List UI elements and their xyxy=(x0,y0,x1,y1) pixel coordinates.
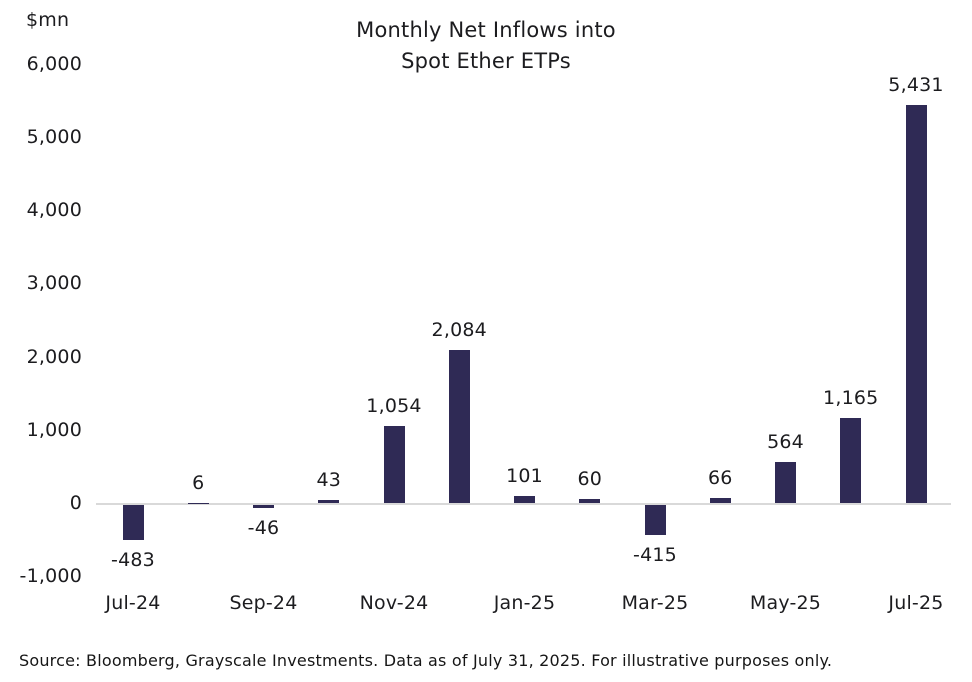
bar-value-label: -46 xyxy=(247,516,280,539)
x-axis-label: Jul-25 xyxy=(888,592,944,614)
bar-value-label: -415 xyxy=(633,543,677,566)
bar-jun-25 xyxy=(840,417,862,503)
y-tick-label: 0 xyxy=(69,492,82,514)
y-axis-unit-label: $mn xyxy=(26,9,70,31)
y-tick-label: 6,000 xyxy=(26,52,82,75)
bar-value-label: 43 xyxy=(316,468,342,491)
x-axis-label: Mar-25 xyxy=(621,592,689,614)
x-axis-label: May-25 xyxy=(749,592,822,614)
bar-value-label: 60 xyxy=(577,467,603,490)
bar-jul-24 xyxy=(122,504,144,540)
x-axis-label: Jan-25 xyxy=(493,592,556,614)
bar-value-label: 1,054 xyxy=(366,394,422,417)
bar-value-label: 5,431 xyxy=(888,74,944,97)
bar-sep-24 xyxy=(253,504,274,508)
bar-mar-25 xyxy=(644,504,666,535)
x-axis-label: Nov-24 xyxy=(359,592,429,614)
bar-may-25 xyxy=(775,461,796,503)
y-tick-label: -1,000 xyxy=(19,565,82,588)
bar-dec-24 xyxy=(448,350,470,503)
x-axis-label: Sep-24 xyxy=(229,592,298,614)
bar-nov-24 xyxy=(383,425,405,503)
bar-value-label: -483 xyxy=(111,548,155,571)
source-note: Source: Bloomberg, Grayscale Investments… xyxy=(19,651,833,670)
bar-jul-25 xyxy=(905,105,927,503)
bar-apr-25 xyxy=(709,498,731,503)
bar-value-label: 1,165 xyxy=(823,386,879,409)
bar-value-label: 66 xyxy=(707,467,733,490)
chart-title-line1: Monthly Net Inflows into xyxy=(356,18,616,42)
y-tick-label: 3,000 xyxy=(26,272,82,295)
y-tick-label: 4,000 xyxy=(26,199,82,222)
bar-feb-25 xyxy=(579,498,601,503)
y-tick-label: 1,000 xyxy=(26,418,82,441)
y-tick-label: 2,000 xyxy=(26,345,82,368)
chart-title: Monthly Net Inflows into Spot Ether ETPs xyxy=(0,15,972,77)
bar-value-label: 564 xyxy=(767,430,804,453)
bar-value-label: 6 xyxy=(192,471,205,494)
bar-jan-25 xyxy=(514,495,535,503)
bar-value-label: 2,084 xyxy=(431,319,487,342)
bar-oct-24 xyxy=(318,499,340,503)
chart-title-line2: Spot Ether ETPs xyxy=(401,49,571,73)
x-axis-label: Jul-24 xyxy=(105,592,161,614)
y-tick-label: 5,000 xyxy=(26,126,82,148)
bar-value-label: 101 xyxy=(506,464,543,487)
zero-gridline xyxy=(96,503,951,505)
